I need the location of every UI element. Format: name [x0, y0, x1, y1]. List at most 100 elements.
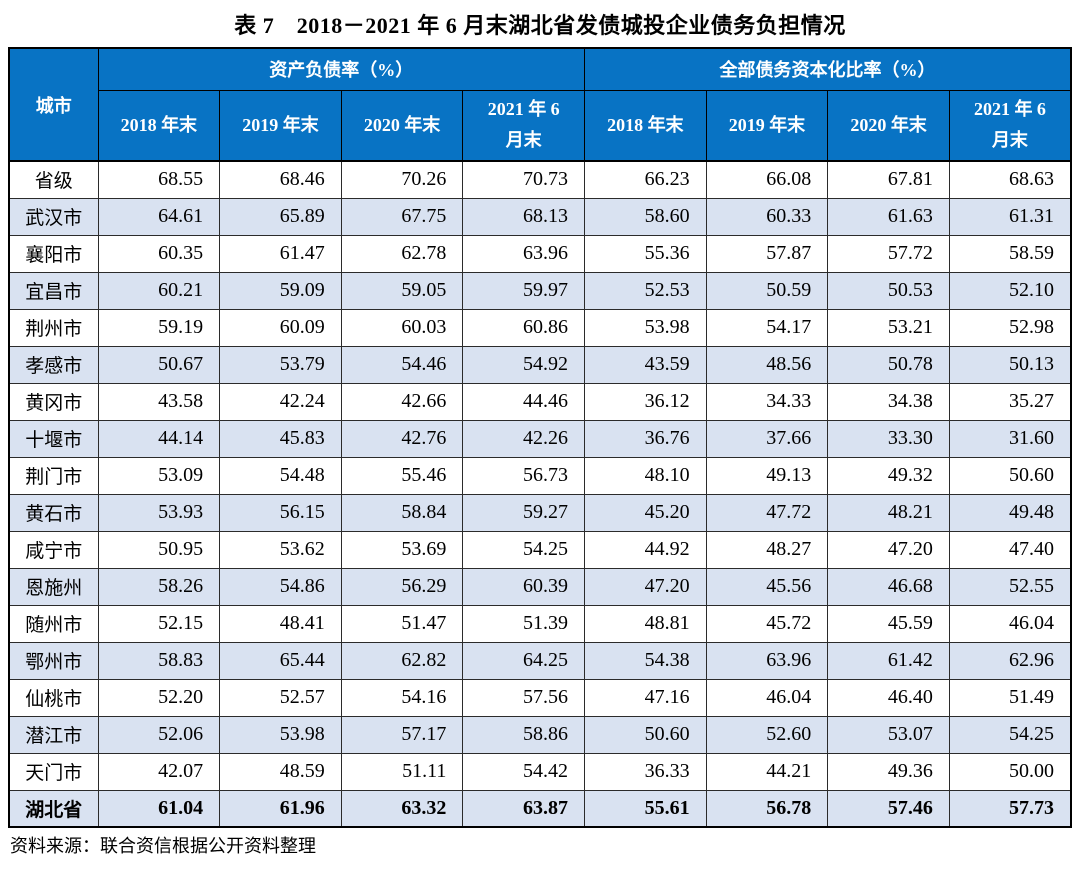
value-cell: 42.66: [340, 382, 464, 421]
city-cell: 湖北省: [8, 789, 99, 828]
table-row: 省级 68.55 68.46 70.26 70.73 66.23 66.08 67.81 68.…: [8, 160, 1072, 199]
value-cell: 61.31: [948, 197, 1072, 236]
value-cell: 56.15: [219, 493, 342, 532]
value-cell: 50.00: [948, 752, 1072, 791]
table-row: 武汉市 64.61 65.89 67.75 68.13 58.60 60.33 61.63 61…: [8, 197, 1072, 236]
value-cell: 50.13: [948, 345, 1072, 384]
value-cell: 57.17: [340, 715, 464, 754]
value-cell: 51.39: [462, 604, 585, 643]
column-header-2018: 2018 年末: [584, 89, 707, 162]
value-cell: 50.78: [827, 345, 950, 384]
value-cell: 52.55: [948, 567, 1072, 606]
column-header-city: 城市: [8, 47, 99, 162]
value-cell: 42.26: [462, 419, 585, 458]
value-cell: 60.35: [97, 234, 221, 273]
value-cell: 52.06: [97, 715, 221, 754]
table-row: 咸宁市 50.95 53.62 53.69 54.25 44.92 48.27 47.20 47…: [8, 530, 1072, 569]
column-header-2020: 2020 年末: [340, 89, 464, 162]
value-cell: 47.40: [948, 530, 1072, 569]
value-cell: 46.68: [827, 567, 950, 606]
debt-burden-table: 城市 资产负债率（%） 全部债务资本化比率（%） 2018 年末 2019 年末…: [8, 47, 1072, 828]
city-cell: 随州市: [8, 604, 99, 643]
value-cell: 49.36: [827, 752, 950, 791]
value-cell: 48.41: [219, 604, 342, 643]
value-cell: 48.81: [584, 604, 707, 643]
city-cell: 黄冈市: [8, 382, 99, 421]
value-cell: 44.92: [584, 530, 707, 569]
table-row: 黄石市 53.93 56.15 58.84 59.27 45.20 47.72 48.21 49…: [8, 493, 1072, 532]
value-cell: 45.59: [827, 604, 950, 643]
table-row: 宜昌市 60.21 59.09 59.05 59.97 52.53 50.59 50.53 52…: [8, 271, 1072, 310]
table-row: 随州市 52.15 48.41 51.47 51.39 48.81 45.72 45.59 46…: [8, 604, 1072, 643]
value-cell: 60.09: [219, 308, 342, 347]
value-cell: 58.83: [97, 641, 221, 680]
value-cell: 63.32: [340, 789, 464, 828]
value-cell: 70.73: [462, 160, 585, 199]
value-cell: 50.53: [827, 271, 950, 310]
value-cell: 35.27: [948, 382, 1072, 421]
table-row: 潜江市 52.06 53.98 57.17 58.86 50.60 52.60 53.07 54…: [8, 715, 1072, 754]
value-cell: 53.98: [584, 308, 707, 347]
table-body: 省级 68.55 68.46 70.26 70.73 66.23 66.08 67.81 68.…: [8, 160, 1072, 828]
value-cell: 61.96: [219, 789, 342, 828]
value-cell: 62.82: [340, 641, 464, 680]
value-cell: 54.42: [462, 752, 585, 791]
column-header-2021h1: 2021 年 6 月末: [462, 89, 585, 162]
value-cell: 42.07: [97, 752, 221, 791]
value-cell: 63.96: [705, 641, 829, 680]
value-cell: 47.20: [827, 530, 950, 569]
value-cell: 45.72: [705, 604, 829, 643]
value-cell: 53.93: [97, 493, 221, 532]
value-cell: 59.09: [219, 271, 342, 310]
value-cell: 47.72: [705, 493, 829, 532]
value-cell: 62.78: [340, 234, 464, 273]
value-cell: 65.89: [219, 197, 342, 236]
table-row: 荆门市 53.09 54.48 55.46 56.73 48.10 49.13 49.32 50…: [8, 456, 1072, 495]
value-cell: 36.12: [584, 382, 707, 421]
value-cell: 49.48: [948, 493, 1072, 532]
value-cell: 57.46: [827, 789, 950, 828]
value-cell: 56.73: [462, 456, 585, 495]
value-cell: 46.04: [948, 604, 1072, 643]
value-cell: 56.78: [705, 789, 829, 828]
city-cell: 潜江市: [8, 715, 99, 754]
value-cell: 60.03: [340, 308, 464, 347]
value-cell: 57.56: [462, 678, 585, 717]
value-cell: 63.96: [462, 234, 585, 273]
value-cell: 63.87: [462, 789, 585, 828]
value-cell: 52.20: [97, 678, 221, 717]
value-cell: 55.46: [340, 456, 464, 495]
value-cell: 31.60: [948, 419, 1072, 458]
value-cell: 60.21: [97, 271, 221, 310]
value-cell: 50.59: [705, 271, 829, 310]
value-cell: 58.86: [462, 715, 585, 754]
city-cell: 襄阳市: [8, 234, 99, 273]
value-cell: 54.48: [219, 456, 342, 495]
value-cell: 60.86: [462, 308, 585, 347]
value-cell: 51.11: [340, 752, 464, 791]
value-cell: 53.21: [827, 308, 950, 347]
value-cell: 50.60: [948, 456, 1072, 495]
value-cell: 44.46: [462, 382, 585, 421]
value-cell: 64.61: [97, 197, 221, 236]
value-cell: 47.20: [584, 567, 707, 606]
value-cell: 55.61: [584, 789, 707, 828]
city-cell: 黄石市: [8, 493, 99, 532]
value-cell: 61.47: [219, 234, 342, 273]
city-cell: 十堰市: [8, 419, 99, 458]
table-row: 仙桃市 52.20 52.57 54.16 57.56 47.16 46.04 46.40 51…: [8, 678, 1072, 717]
value-cell: 46.40: [827, 678, 950, 717]
group-header-asset-liability-ratio: 资产负债率（%）: [97, 47, 585, 91]
table-header: 城市 资产负债率（%） 全部债务资本化比率（%） 2018 年末 2019 年末…: [8, 47, 1072, 162]
table-row: 十堰市 44.14 45.83 42.76 42.26 36.76 37.66 33.30 31…: [8, 419, 1072, 458]
value-cell: 46.04: [705, 678, 829, 717]
value-cell: 60.33: [705, 197, 829, 236]
value-cell: 66.08: [705, 160, 829, 199]
value-cell: 68.13: [462, 197, 585, 236]
city-cell: 仙桃市: [8, 678, 99, 717]
value-cell: 54.25: [948, 715, 1072, 754]
value-cell: 57.87: [705, 234, 829, 273]
value-cell: 70.26: [340, 160, 464, 199]
column-header-2018: 2018 年末: [97, 89, 221, 162]
value-cell: 48.56: [705, 345, 829, 384]
